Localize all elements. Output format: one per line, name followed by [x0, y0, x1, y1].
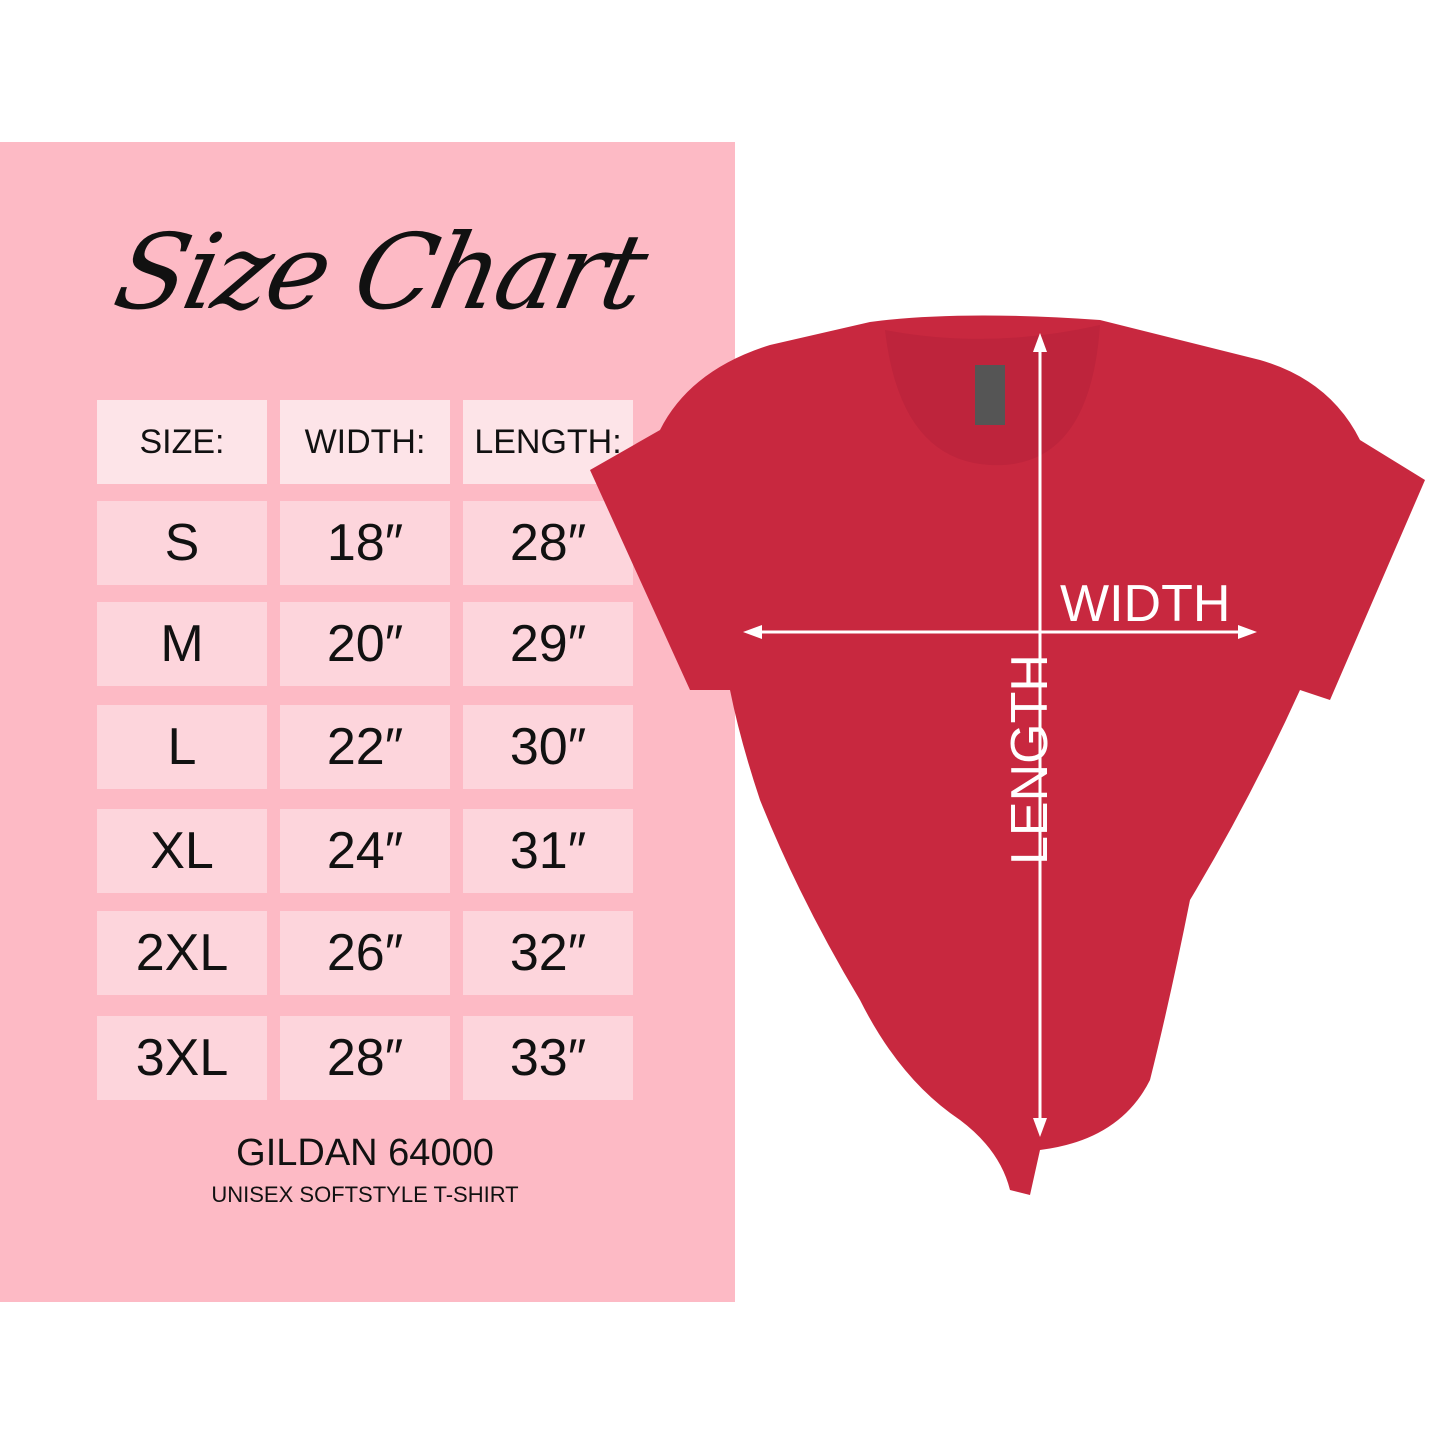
cell-width: 22″	[280, 705, 450, 789]
cell-size: 3XL	[97, 1016, 267, 1100]
arrowhead-left-icon	[743, 625, 762, 639]
cell-length: 31″	[463, 809, 633, 893]
tshirt-image	[590, 315, 1425, 1195]
cell-length: 28″	[463, 501, 633, 585]
cell-width: 20″	[280, 602, 450, 686]
arrowhead-right-icon	[1238, 625, 1257, 639]
cell-length: 33″	[463, 1016, 633, 1100]
header-size: SIZE:	[97, 400, 267, 484]
cell-width: 28″	[280, 1016, 450, 1100]
width-label: WIDTH	[1060, 575, 1231, 633]
cell-width: 24″	[280, 809, 450, 893]
cell-size: 2XL	[97, 911, 267, 995]
cell-length: 30″	[463, 705, 633, 789]
brand-description: UNISEX SOFTSTYLE T-SHIRT	[211, 1182, 519, 1207]
cell-length: 32″	[463, 911, 633, 995]
cell-size: M	[97, 602, 267, 686]
cell-size: S	[97, 501, 267, 585]
cell-width: 18″	[280, 501, 450, 585]
header-width: WIDTH:	[280, 400, 450, 484]
length-label: LENGTH	[1001, 654, 1059, 865]
brand-model: GILDAN 64000	[236, 1132, 494, 1174]
cell-width: 26″	[280, 911, 450, 995]
arrowhead-down-icon	[1033, 1118, 1047, 1137]
cell-size: XL	[97, 809, 267, 893]
gildan-tag	[975, 365, 1005, 425]
arrowhead-up-icon	[1033, 333, 1047, 352]
tshirt-body	[590, 315, 1425, 1195]
cell-length: 29″	[463, 602, 633, 686]
cell-size: L	[97, 705, 267, 789]
